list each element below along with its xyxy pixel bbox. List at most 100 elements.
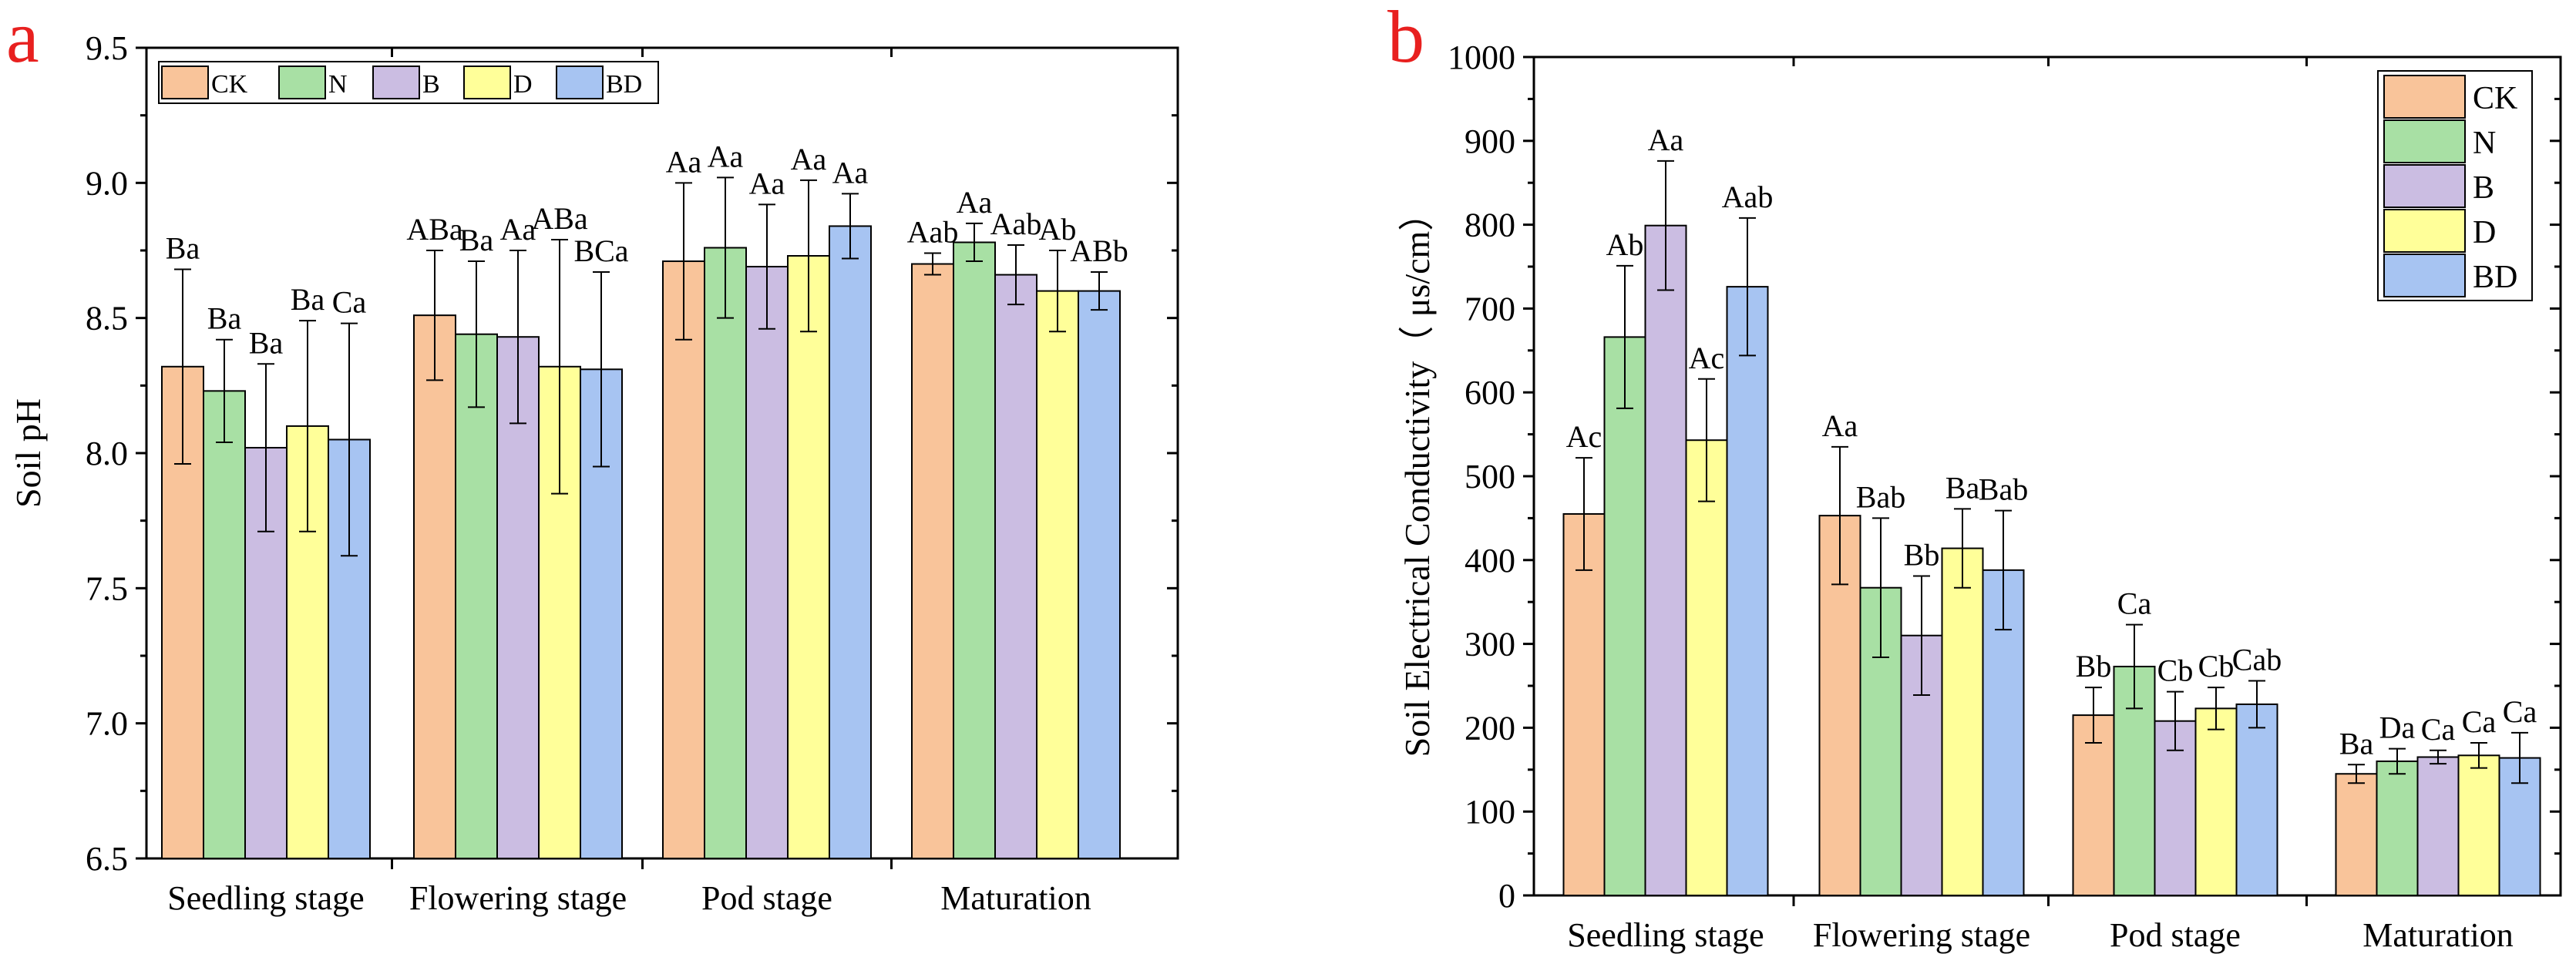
y-tick-label: 1000	[1448, 39, 1515, 76]
significance-label-bd-maturation: Ca	[2503, 694, 2537, 729]
bar-bd-seedling-stage	[1726, 286, 1769, 896]
y-tick-label: 400	[1465, 542, 1515, 579]
bar-d-seedling-stage	[1685, 439, 1728, 896]
bar-n-seedling-stage	[203, 390, 246, 859]
legend-swatch-n	[2383, 119, 2466, 163]
y-tick-label: 500	[1465, 458, 1515, 495]
x-category-flowering-stage: Flowering stage	[409, 879, 627, 917]
legend-label-b: B	[422, 70, 440, 99]
bar-bd-pod-stage	[829, 225, 872, 859]
significance-label-n-flowering-stage: Ba	[459, 223, 494, 257]
x-category-seedling-stage: Seedling stage	[167, 879, 364, 917]
significance-label-bd-maturation: ABb	[1070, 233, 1128, 268]
bar-n-pod-stage	[704, 247, 747, 859]
significance-label-bd-pod-stage: Aa	[832, 155, 869, 190]
significance-label-d-seedling-stage: Ba	[291, 282, 325, 317]
legend-label-b: B	[2473, 170, 2494, 206]
significance-label-b-maturation: Ca	[2421, 712, 2456, 747]
legend-swatch-d	[2383, 209, 2466, 253]
significance-label-ck-maturation: Ba	[2339, 726, 2374, 761]
x-category-pod-stage: Pod stage	[701, 879, 832, 917]
legend-label-bd: BD	[2473, 260, 2517, 295]
legend-swatch-d	[463, 65, 511, 99]
legend-label-n: N	[2473, 126, 2496, 161]
significance-label-d-flowering-stage: Ba	[1945, 470, 1980, 505]
significance-label-d-maturation: Ab	[1039, 212, 1077, 247]
legend-swatch-ck	[2383, 75, 2466, 119]
legend-label-ck: CK	[211, 70, 248, 99]
bar-d-pod-stage	[787, 255, 830, 860]
chart-b-soil-ec: 0 100 200 300 400 500 600 700 800 900 1000 Soil Ele…	[1397, 39, 2562, 954]
x-category-flowering-stage: Flowering stage	[1813, 916, 2030, 954]
bar-b-pod-stage	[745, 266, 789, 860]
significance-label-d-pod-stage: Aa	[791, 142, 827, 176]
significance-label-ck-seedling-stage: Ba	[166, 231, 200, 266]
significance-label-b-maturation: Aab	[990, 207, 1042, 241]
y-tick-label: 200	[1465, 709, 1515, 747]
bar-ck-pod-stage	[662, 260, 705, 859]
bar-d-maturation	[2457, 754, 2500, 897]
significance-label-ck-pod-stage: Aa	[666, 144, 702, 179]
legend-swatch-b	[2383, 164, 2466, 208]
bar-bd-pod-stage	[2235, 703, 2278, 896]
significance-label-b-flowering-stage: Bb	[1904, 537, 1940, 572]
panel-label-b: b	[1387, 0, 1424, 78]
bar-n-flowering-stage	[455, 333, 498, 859]
bar-ck-flowering-stage	[413, 314, 456, 860]
legend-label-ck: CK	[2473, 81, 2517, 116]
bar-n-maturation	[953, 241, 996, 860]
y-tick-label: 0	[1498, 877, 1515, 915]
legend-swatch-b	[372, 65, 420, 99]
bar-b-maturation	[994, 274, 1037, 859]
y-axis-title: Soil Electrical Conductivity（ μs/cm）	[1397, 196, 1437, 757]
significance-label-n-maturation: Da	[2379, 710, 2416, 745]
significance-label-d-pod-stage: Cb	[2198, 649, 2235, 684]
significance-label-b-pod-stage: Aa	[749, 166, 785, 200]
y-tick-label: 100	[1465, 793, 1515, 831]
y-tick-label: 600	[1465, 374, 1515, 411]
significance-label-bd-flowering-stage: Bab	[1979, 472, 2028, 507]
significance-label-b-seedling-stage: Ba	[249, 325, 284, 360]
y-tick-label: 8.5	[86, 300, 128, 338]
bar-d-pod-stage	[2194, 707, 2238, 896]
significance-label-n-pod-stage: Ca	[2117, 586, 2152, 621]
x-category-maturation: Maturation	[2362, 916, 2514, 954]
legend-label-d: D	[2473, 215, 2496, 250]
bar-b-seedling-stage	[1644, 224, 1687, 896]
x-category-seedling-stage: Seedling stage	[1567, 916, 1764, 954]
significance-label-d-flowering-stage: ABa	[531, 201, 588, 236]
y-tick-label: 6.5	[86, 840, 128, 878]
bar-d-flowering-stage	[1941, 547, 1984, 896]
bar-b-maturation	[2416, 756, 2460, 896]
significance-label-n-pod-stage: Aa	[708, 139, 744, 173]
significance-label-b-pod-stage: Cb	[2157, 653, 2194, 688]
significance-label-n-maturation: Aa	[957, 185, 993, 220]
y-tick-label: 800	[1465, 207, 1515, 244]
y-tick-label: 300	[1465, 626, 1515, 663]
y-tick-label: 900	[1465, 123, 1515, 160]
chart-a-soil-ph: 6.5 7.0 7.5 8.0 8.5 9.0 9.5 Soil pH Seedling sta…	[8, 29, 1179, 917]
legend-label-n: N	[328, 70, 348, 99]
bar-n-seedling-stage	[1603, 336, 1646, 896]
y-tick-label: 7.0	[86, 705, 128, 743]
significance-label-b-seedling-stage: Aa	[1648, 123, 1684, 157]
significance-label-ck-seedling-stage: Ac	[1566, 419, 1602, 454]
y-tick-label: 7.5	[86, 569, 128, 607]
bar-ck-seedling-stage	[1562, 512, 1606, 897]
x-category-maturation: Maturation	[940, 879, 1091, 917]
significance-label-bd-pod-stage: Cab	[2232, 642, 2282, 677]
legend-label-bd: BD	[606, 70, 642, 99]
bar-ck-maturation	[911, 263, 954, 859]
bar-bd-maturation	[1078, 290, 1121, 860]
significance-label-ck-flowering-stage: ABa	[406, 212, 463, 247]
significance-label-ck-pod-stage: Bb	[2076, 649, 2112, 684]
significance-label-ck-maturation: Aab	[907, 215, 959, 250]
significance-label-ck-flowering-stage: Aa	[1822, 408, 1858, 443]
y-tick-label: 9.0	[86, 164, 128, 202]
y-axis-title: Soil pH	[8, 398, 48, 508]
legend-swatch-bd	[556, 65, 604, 99]
significance-label-n-flowering-stage: Bab	[1856, 479, 1905, 514]
bar-n-maturation	[2376, 760, 2419, 896]
significance-label-b-flowering-stage: Aa	[500, 212, 536, 247]
